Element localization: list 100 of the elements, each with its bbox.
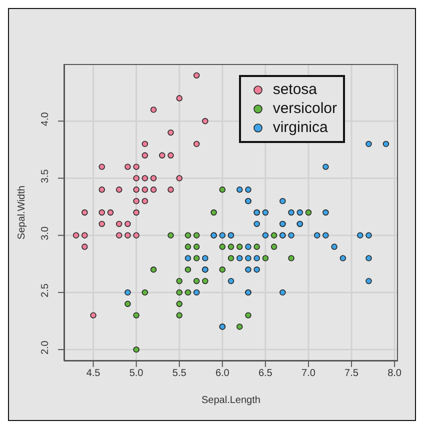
x-tick-label: 4.5	[86, 368, 101, 380]
point	[176, 312, 182, 318]
point	[262, 255, 269, 262]
point	[133, 209, 140, 216]
point	[254, 220, 260, 228]
x-tick-label: 6.0	[215, 368, 230, 380]
point	[168, 232, 174, 238]
point	[270, 244, 278, 250]
point	[168, 186, 174, 193]
point	[133, 186, 140, 193]
point	[142, 289, 148, 296]
point	[245, 255, 252, 262]
point	[314, 232, 320, 238]
point	[142, 186, 148, 193]
point	[280, 289, 286, 296]
y-tick-label: 2.5	[40, 283, 51, 298]
point	[82, 232, 88, 238]
point	[202, 255, 208, 262]
point	[176, 278, 182, 284]
point	[124, 220, 131, 228]
point	[124, 164, 131, 170]
point	[184, 266, 192, 273]
point	[168, 129, 174, 136]
point	[98, 164, 105, 170]
point	[254, 255, 260, 262]
point	[176, 300, 182, 307]
x-tick-label: 7.5	[344, 368, 359, 380]
point	[193, 278, 200, 284]
point	[116, 232, 122, 238]
point	[228, 278, 234, 284]
point	[357, 232, 364, 238]
point	[184, 244, 192, 250]
x-tick-label: 5.5	[172, 368, 187, 380]
point	[254, 266, 260, 273]
point	[116, 186, 122, 193]
point	[82, 244, 88, 250]
point	[142, 198, 148, 204]
point	[270, 232, 278, 238]
point	[382, 140, 390, 148]
point	[366, 278, 372, 284]
point	[124, 300, 131, 307]
x-tick-label: 5.0	[129, 368, 144, 380]
x-tick-label: 8.0	[388, 368, 402, 380]
point	[184, 232, 192, 238]
point	[322, 164, 329, 170]
point	[193, 72, 200, 79]
point	[288, 232, 294, 238]
legend-label: versicolor	[272, 100, 337, 117]
point	[133, 198, 140, 204]
point	[124, 289, 131, 296]
point	[133, 312, 140, 318]
y-axis-title: Sepal.Width	[16, 186, 28, 240]
point	[296, 209, 303, 216]
point	[98, 209, 105, 216]
legend-label: virginica	[272, 119, 328, 136]
point	[236, 255, 243, 262]
x-tick-label: 6.5	[258, 368, 273, 380]
point	[116, 220, 122, 228]
point	[331, 244, 338, 250]
point	[202, 278, 208, 284]
point	[202, 118, 208, 124]
point	[98, 220, 105, 228]
point	[150, 106, 157, 113]
point	[288, 255, 294, 262]
y-tick-label: 4.0	[40, 112, 51, 126]
point	[305, 209, 312, 216]
point	[245, 266, 252, 273]
point	[366, 140, 372, 148]
point	[193, 244, 200, 250]
point	[193, 255, 200, 262]
point	[184, 289, 192, 296]
point	[236, 324, 243, 330]
point	[245, 244, 252, 250]
point	[280, 198, 286, 204]
point	[168, 152, 174, 158]
point	[72, 232, 80, 238]
point	[142, 140, 148, 148]
point	[322, 232, 329, 238]
point	[193, 140, 200, 148]
legend-label: setosa	[272, 81, 318, 98]
point	[159, 152, 166, 158]
point	[219, 232, 226, 238]
point	[340, 255, 346, 262]
point	[254, 244, 260, 250]
point	[176, 95, 182, 102]
point	[107, 209, 114, 216]
x-axis-title: Sepal.Length	[202, 395, 260, 406]
point	[133, 164, 140, 170]
point	[142, 152, 148, 158]
point	[228, 244, 234, 250]
x-tick-label: 7.0	[302, 368, 316, 380]
point	[150, 175, 157, 182]
point	[133, 175, 140, 182]
point	[150, 186, 157, 193]
point	[90, 312, 96, 318]
point	[262, 232, 269, 238]
point	[366, 255, 372, 262]
point	[366, 232, 372, 238]
point	[98, 186, 105, 193]
point	[176, 175, 182, 182]
